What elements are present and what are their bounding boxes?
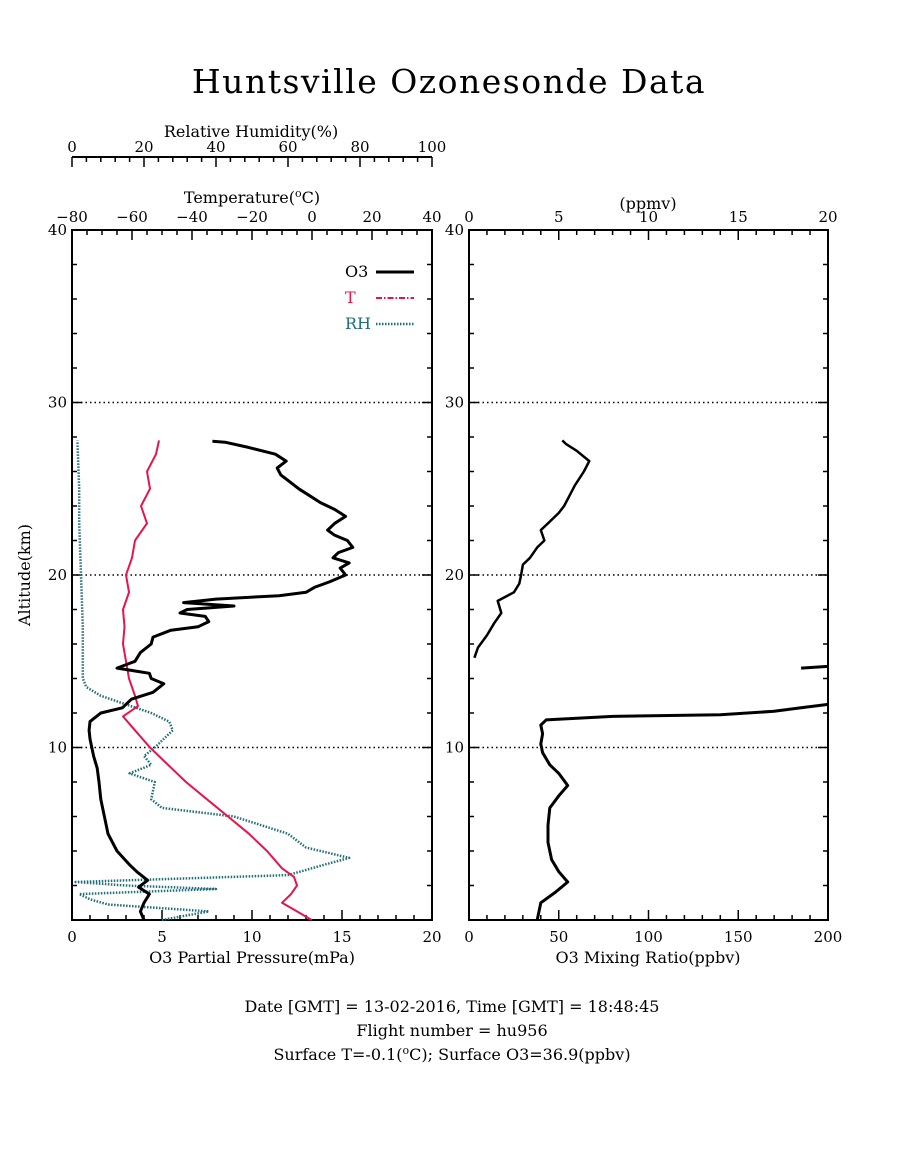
y-tick-label: 10 <box>48 739 67 757</box>
ppbv-tick-label: 200 <box>814 928 843 946</box>
right-plot-frame <box>468 229 829 921</box>
o3-partial-pressure-axis-label: O3 Partial Pressure(mPa) <box>149 948 355 967</box>
series-o3 <box>87 439 355 921</box>
altitude-axis-label: Altitude(km) <box>15 524 34 627</box>
left-tick-labels: 10 20 30 40 0 5 10 15 20 −80 −60 −40 −20 0 20 40 <box>48 208 442 946</box>
temperature-axis-label: Temperature(oC) <box>184 187 320 207</box>
o3-pressure-tick-label: 0 <box>67 928 77 946</box>
y-tick-label: 20 <box>445 566 464 584</box>
o3-pressure-tick-label: 15 <box>332 928 351 946</box>
figure-title: Huntsville Ozonesonde Data <box>192 62 706 101</box>
ppbv-tick-label: 100 <box>634 928 663 946</box>
temperature-tick-label: −60 <box>116 208 148 226</box>
footer-flight-number: Flight number = hu956 <box>356 1021 547 1040</box>
right-series <box>473 439 829 921</box>
rh-tick-label: 60 <box>278 138 297 156</box>
o3-pressure-tick-label: 5 <box>157 928 167 946</box>
o3-pressure-tick-label: 10 <box>242 928 261 946</box>
rh-axis-tick-labels: 0 20 40 60 80 100 <box>67 138 446 156</box>
ppmv-tick-label: 20 <box>818 208 837 226</box>
footer-surface-values: Surface T=-0.1(oC); Surface O3=36.9(ppbv… <box>273 1044 630 1064</box>
rh-axis-ticks <box>71 157 433 167</box>
ppbv-tick-label: 0 <box>464 928 474 946</box>
rh-tick-label: 20 <box>134 138 153 156</box>
rh-tick-label: 0 <box>67 138 77 156</box>
left-panel: 10 20 30 40 0 5 10 15 20 −80 −60 −40 −20 0 20 40 0 20 40 6… <box>15 122 446 967</box>
y-tick-label: 30 <box>48 394 67 412</box>
right-gridlines <box>469 401 828 749</box>
rh-axis-label: Relative Humidity(%) <box>164 122 338 141</box>
series-o3-ppbv <box>535 702 829 921</box>
legend-label-rh: RH <box>345 314 371 333</box>
legend-label-o3: O3 <box>345 262 368 281</box>
left-series <box>74 439 355 922</box>
series-t <box>122 440 313 921</box>
y-tick-label: 40 <box>48 221 67 239</box>
ppbv-tick-label: 50 <box>549 928 568 946</box>
ppmv-axis-label: (ppmv) <box>619 194 676 213</box>
y-tick-label: 10 <box>445 739 464 757</box>
ppbv-tick-label: 150 <box>724 928 753 946</box>
legend: O3 T RH <box>345 262 414 333</box>
temperature-tick-label: 20 <box>362 208 381 226</box>
ppmv-tick-label: 10 <box>639 208 658 226</box>
temperature-tick-label: 40 <box>422 208 441 226</box>
ppmv-tick-label: 0 <box>464 208 474 226</box>
series-rh <box>74 440 351 922</box>
left-gridlines <box>72 401 432 749</box>
ppmv-tick-label: 15 <box>729 208 748 226</box>
y-tick-label: 20 <box>48 566 67 584</box>
right-ticks <box>468 229 829 921</box>
footer-date-time: Date [GMT] = 13-02-2016, Time [GMT] = 18… <box>245 997 660 1016</box>
rh-tick-label: 100 <box>418 138 447 156</box>
temperature-tick-label: −20 <box>236 208 268 226</box>
temperature-tick-label: −80 <box>56 208 88 226</box>
y-tick-label: 40 <box>445 221 464 239</box>
ppmv-tick-label: 5 <box>554 208 564 226</box>
rh-tick-label: 80 <box>350 138 369 156</box>
mixing-ratio-axis-label: O3 Mixing Ratio(ppbv) <box>555 948 740 967</box>
y-tick-label: 30 <box>445 394 464 412</box>
series-o3-ppmv-spike <box>801 664 829 670</box>
temperature-tick-label: −40 <box>176 208 208 226</box>
o3-pressure-tick-label: 20 <box>422 928 441 946</box>
temperature-tick-label: 0 <box>307 208 317 226</box>
rh-tick-label: 40 <box>206 138 225 156</box>
legend-label-t: T <box>345 288 356 307</box>
left-ticks <box>71 229 433 921</box>
series-o3-ppmv <box>473 439 591 659</box>
